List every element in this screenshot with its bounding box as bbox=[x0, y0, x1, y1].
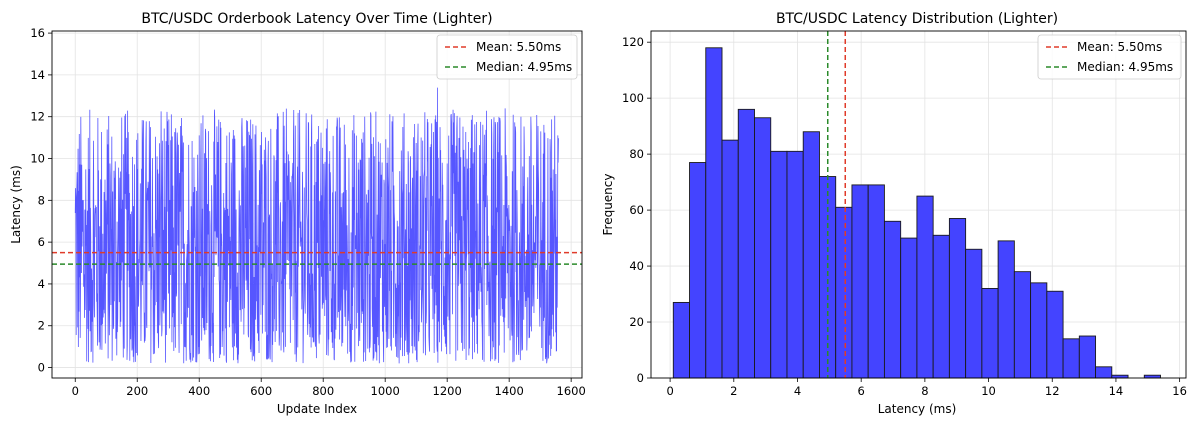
x-tick-label: 1400 bbox=[495, 384, 524, 398]
x-tick-label: 1000 bbox=[371, 384, 400, 398]
histogram-bar bbox=[1062, 338, 1080, 379]
latency-series-line bbox=[74, 87, 559, 364]
histogram-bar bbox=[981, 288, 999, 379]
histogram-bar bbox=[754, 117, 772, 379]
y-tick-label: 120 bbox=[622, 35, 644, 49]
x-tick-label: 12 bbox=[1045, 384, 1060, 398]
x-tick-label: 400 bbox=[188, 384, 210, 398]
x-tick-label: 4 bbox=[794, 384, 801, 398]
histogram-bar bbox=[835, 206, 853, 379]
legend-box bbox=[1037, 34, 1182, 80]
x-axis: 0 2 4 6 8 10 12 14 16 bbox=[666, 378, 1187, 398]
y-axis-label: Frequency bbox=[601, 174, 615, 236]
histogram-bar bbox=[737, 108, 755, 379]
x-tick-label: 2 bbox=[730, 384, 737, 398]
histogram-bar bbox=[786, 150, 804, 379]
histogram-bar bbox=[965, 248, 983, 379]
axes-frame bbox=[650, 30, 1187, 379]
y-tick-label: 100 bbox=[622, 91, 644, 105]
y-tick-label: 80 bbox=[629, 147, 644, 161]
x-tick-label: 800 bbox=[312, 384, 334, 398]
histogram-bar bbox=[997, 240, 1015, 379]
histogram-bar bbox=[932, 234, 950, 379]
histogram-bar bbox=[802, 131, 820, 379]
x-tick-label: 16 bbox=[1172, 384, 1187, 398]
legend-median-label: Median: 4.95ms bbox=[476, 60, 572, 74]
histogram-bar bbox=[721, 139, 739, 379]
chart-title: BTC/USDC Latency Distribution (Lighter) bbox=[776, 11, 1058, 27]
histogram-bar bbox=[900, 237, 918, 379]
histogram-bar bbox=[851, 184, 869, 379]
legend-mean-label: Mean: 5.50ms bbox=[476, 40, 561, 54]
y-axis: 0 2 4 6 8 10 12 14 16 bbox=[30, 26, 52, 375]
y-tick-label: 20 bbox=[629, 315, 644, 329]
x-tick-label: 6 bbox=[858, 384, 865, 398]
x-axis: 0 200 400 600 800 1000 1200 1400 1600 bbox=[72, 378, 586, 398]
y-tick-label: 6 bbox=[38, 235, 45, 249]
chart-title: BTC/USDC Orderbook Latency Over Time (Li… bbox=[141, 11, 492, 27]
x-tick-label: 0 bbox=[666, 384, 673, 398]
histogram-bar bbox=[705, 47, 723, 379]
y-tick-label: 8 bbox=[38, 193, 45, 207]
y-tick-label: 0 bbox=[38, 361, 45, 375]
x-tick-label: 8 bbox=[921, 384, 928, 398]
x-tick-label: 10 bbox=[981, 384, 996, 398]
histogram-bar bbox=[1030, 282, 1048, 379]
x-axis-label: Latency (ms) bbox=[878, 402, 957, 416]
x-tick-label: 0 bbox=[72, 384, 79, 398]
latency-over-time-chart: BTC/USDC Orderbook Latency Over Time (Li… bbox=[9, 11, 586, 416]
x-tick-label: 200 bbox=[126, 384, 148, 398]
axes-frame bbox=[51, 30, 583, 379]
histogram-bar bbox=[770, 150, 788, 379]
histogram-bar bbox=[672, 301, 690, 379]
y-tick-label: 40 bbox=[629, 259, 644, 273]
reference-lines bbox=[826, 31, 847, 378]
histogram-bar bbox=[1046, 290, 1064, 379]
histogram-bars bbox=[672, 47, 1161, 379]
x-tick-label: 1200 bbox=[433, 384, 462, 398]
legend: Mean: 5.50ms Median: 4.95ms bbox=[1037, 34, 1182, 80]
histogram-bar bbox=[1078, 335, 1097, 379]
y-tick-label: 16 bbox=[30, 26, 45, 40]
histogram-bar bbox=[689, 162, 707, 379]
x-tick-label: 14 bbox=[1109, 384, 1124, 398]
legend-box bbox=[436, 34, 578, 80]
x-tick-label: 600 bbox=[250, 384, 272, 398]
legend: Mean: 5.50ms Median: 4.95ms bbox=[436, 34, 578, 80]
y-tick-label: 60 bbox=[629, 203, 644, 217]
y-tick-label: 0 bbox=[637, 371, 644, 385]
y-tick-label: 2 bbox=[38, 319, 45, 333]
latency-distribution-chart: BTC/USDC Latency Distribution (Lighter) … bbox=[601, 11, 1187, 416]
y-tick-label: 12 bbox=[30, 110, 45, 124]
histogram-bar bbox=[916, 195, 934, 379]
y-tick-label: 4 bbox=[38, 277, 45, 291]
histogram-bar bbox=[948, 218, 967, 379]
y-axis: 0 20 40 60 80 100 120 bbox=[622, 35, 651, 385]
histogram-bar bbox=[883, 220, 902, 379]
histogram-bar bbox=[867, 184, 885, 379]
legend-median-label: Median: 4.95ms bbox=[1077, 60, 1173, 74]
legend-mean-label: Mean: 5.50ms bbox=[1077, 40, 1162, 54]
y-axis-label: Latency (ms) bbox=[9, 165, 23, 244]
x-tick-label: 1600 bbox=[557, 384, 586, 398]
x-axis-label: Update Index bbox=[277, 402, 357, 416]
y-tick-label: 10 bbox=[30, 152, 45, 166]
histogram-bar bbox=[1095, 366, 1113, 379]
histogram-bar bbox=[1013, 271, 1032, 379]
plot-area bbox=[52, 87, 582, 364]
y-tick-label: 14 bbox=[30, 68, 45, 82]
